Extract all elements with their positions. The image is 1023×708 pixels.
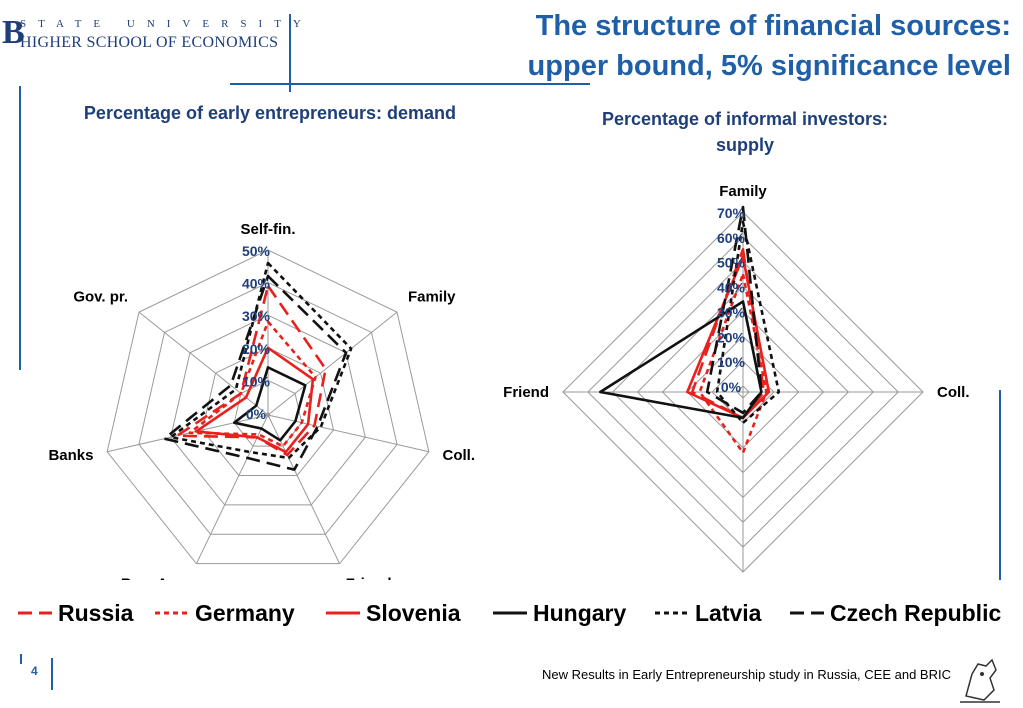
category-label: Coll. — [937, 384, 970, 401]
grid-spoke — [107, 414, 269, 453]
tick-label: 30% — [242, 308, 271, 324]
title-line-1: The structure of financial sources: — [535, 10, 1011, 42]
tick-label: 10% — [717, 354, 746, 370]
grid-ring — [233, 379, 303, 447]
legend-label: Germany — [195, 600, 295, 626]
hse-logo: B — [2, 14, 25, 51]
legend-label: Czech Republic — [830, 600, 1001, 626]
series-czech-republic — [705, 205, 763, 415]
radar-grid — [562, 211, 924, 573]
radar-chart-demand: 0%10%20%30%40%50%Self-fin.FamilyColl.Fri… — [48, 221, 476, 590]
series-hungary — [232, 366, 307, 442]
tick-label: 0% — [246, 406, 267, 422]
tick-label: 20% — [717, 329, 746, 345]
tick-label: 10% — [242, 373, 271, 389]
grid-ring — [170, 314, 366, 506]
grid-ring — [138, 282, 398, 535]
legend-label: Russia — [58, 600, 134, 626]
legend-label: Slovenia — [366, 600, 461, 626]
grid-spoke — [195, 414, 269, 564]
title-line-2: upper bound, 5% significance level — [527, 50, 1011, 82]
tick-label: 70% — [717, 205, 746, 221]
left-chart-title: Percentage of early entrepreneurs: deman… — [83, 103, 457, 123]
slide-title: The structure of financial sources: uppe… — [528, 6, 1011, 86]
category-label: Family — [719, 183, 767, 200]
series-germany — [188, 320, 317, 448]
tick-label: 50% — [242, 243, 271, 259]
tick-label: 0% — [721, 379, 742, 395]
series-latvia — [715, 220, 781, 425]
series-czech-republic — [163, 274, 348, 471]
tick-label: 40% — [717, 280, 746, 296]
tick-label: 40% — [242, 276, 271, 292]
tick-label: 50% — [717, 255, 746, 271]
right-chart-title: Percentage of informal investors: supply — [601, 109, 889, 155]
category-label: Family — [408, 288, 456, 305]
tick-label: 30% — [717, 304, 746, 320]
category-label: Banks — [48, 447, 93, 464]
logo-line-1: STATE UNIVERSITY — [20, 18, 313, 30]
tick-label: 60% — [717, 230, 746, 246]
tick-label: 20% — [242, 341, 271, 357]
legend: Russia Germany Slovenia Hungary Latvia Czech … — [0, 580, 1023, 652]
page-number: 4 — [31, 664, 38, 678]
category-label: Gov. pr. — [73, 288, 128, 305]
category-label: Coll. — [443, 447, 476, 464]
legend-label: Hungary — [533, 600, 627, 626]
series-latvia — [169, 261, 353, 460]
grid-spoke — [267, 311, 398, 416]
category-label: Friend — [503, 384, 549, 401]
grid-ring — [106, 249, 430, 565]
radar-chart-supply: 0%10%20%30%40%50%60%70%FamilyColl.Strang… — [503, 183, 970, 595]
series-hungary — [598, 300, 763, 420]
radar-grid — [106, 249, 430, 565]
footer-text: New Results in Early Entrepreneurship st… — [542, 667, 951, 682]
category-label: Self-fin. — [241, 221, 296, 238]
hse-mascot-logo — [960, 658, 1000, 703]
legend-items: Russia Germany Slovenia Hungary Latvia Czech … — [18, 600, 1001, 626]
legend-label: Latvia — [695, 600, 762, 626]
series-slovenia — [194, 346, 315, 454]
logo-line-2: HIGHER SCHOOL OF ECONOMICS — [20, 34, 279, 51]
